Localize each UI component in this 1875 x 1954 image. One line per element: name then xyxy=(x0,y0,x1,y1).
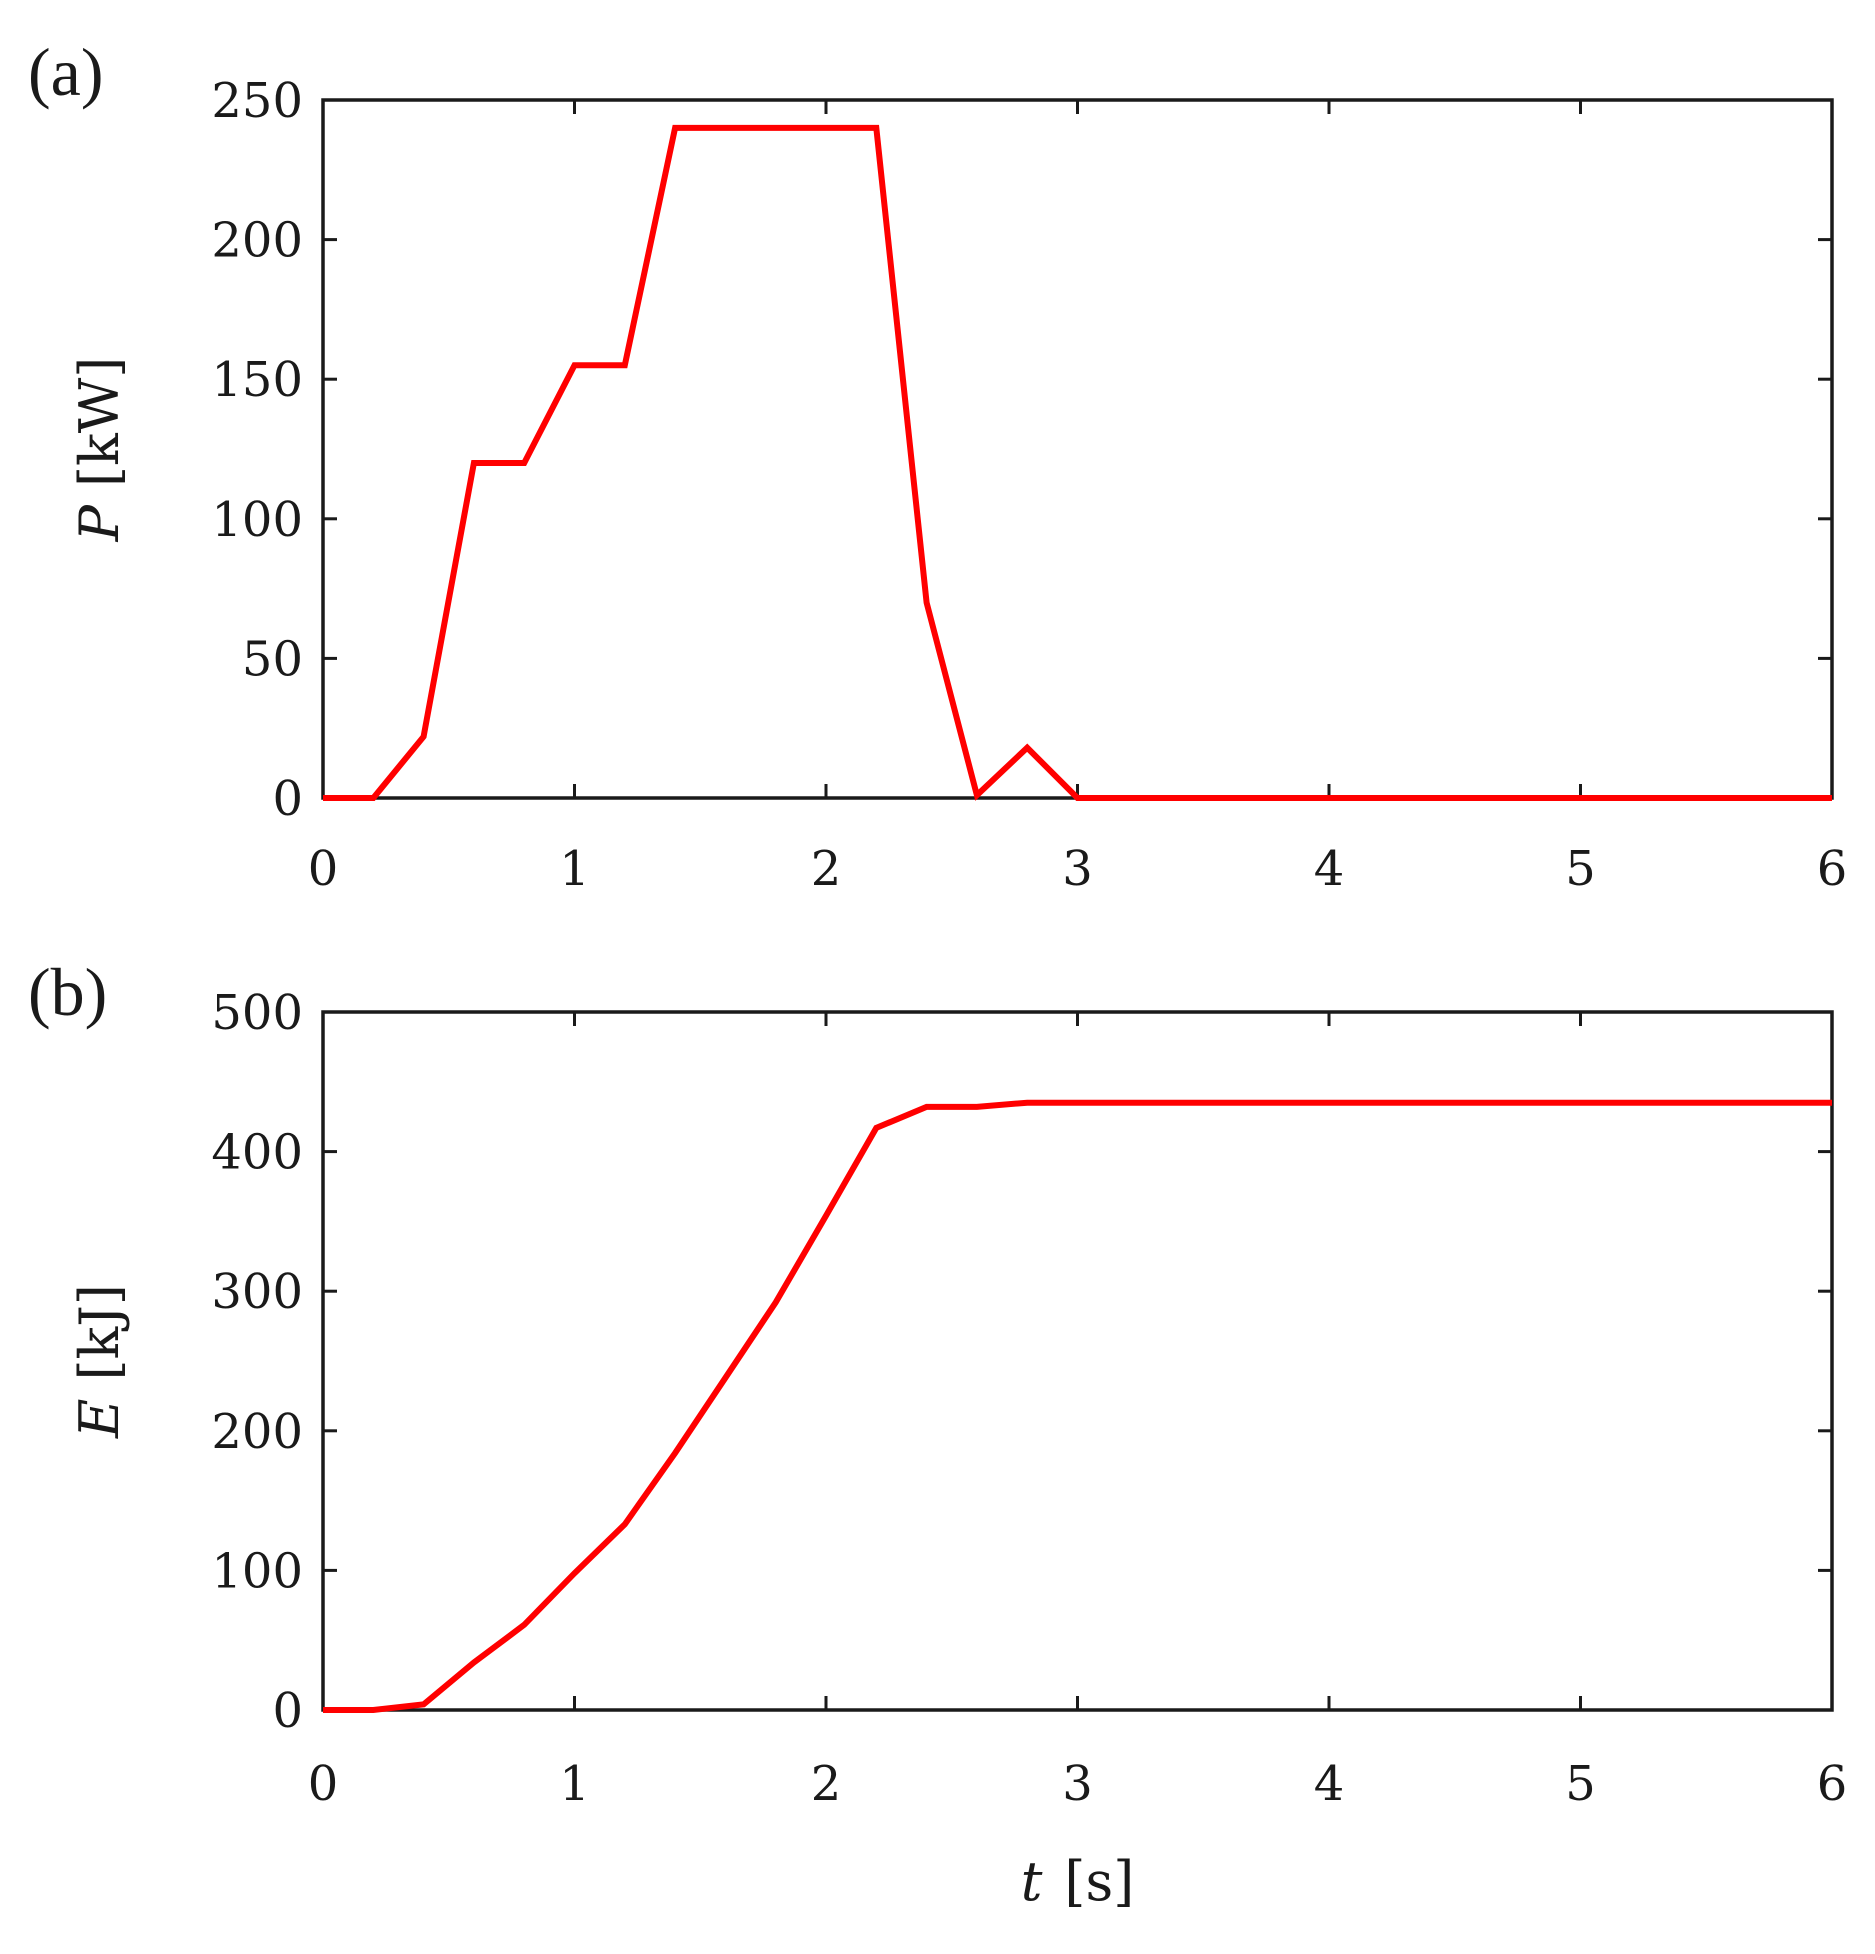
y-tick-label: 300 xyxy=(211,1264,303,1320)
x-tick-label: 4 xyxy=(1314,841,1345,897)
x-tick-label: 5 xyxy=(1565,841,1596,897)
panel-label: (a) xyxy=(28,34,103,110)
x-tick-label: 6 xyxy=(1817,1756,1848,1812)
y-axis-unit: [kJ] xyxy=(68,1284,131,1381)
x-tick-label: 1 xyxy=(559,1756,590,1812)
y-tick-label: 0 xyxy=(272,1683,303,1739)
y-axis-unit: [kW] xyxy=(68,357,131,487)
panel-label: (b) xyxy=(28,954,107,1030)
x-tick-label: 5 xyxy=(1565,1756,1596,1812)
y-axis-label: P [kW] xyxy=(68,357,131,543)
x-tick-label: 0 xyxy=(308,1756,339,1812)
y-axis-label: E [kJ] xyxy=(68,1284,131,1439)
x-tick-label: 2 xyxy=(811,1756,842,1812)
y-tick-label: 400 xyxy=(211,1125,303,1181)
x-axis-label: t [s] xyxy=(1021,1850,1135,1913)
axes-frame xyxy=(321,98,1834,800)
x-tick-label: 3 xyxy=(1062,1756,1093,1812)
series-line xyxy=(323,124,1832,801)
y-tick-label: 150 xyxy=(211,352,303,408)
x-tick-label: 2 xyxy=(811,841,842,897)
y-tick-label: 0 xyxy=(272,771,303,827)
y-axis-symbol: P xyxy=(68,503,131,542)
y-tick-label: 250 xyxy=(211,73,303,129)
y-tick-label: 100 xyxy=(211,1543,303,1599)
y-tick-label: 50 xyxy=(242,631,303,687)
x-tick-label: 1 xyxy=(559,841,590,897)
y-tick-label: 200 xyxy=(211,1404,303,1460)
y-axis-symbol: E xyxy=(68,1399,131,1439)
panel-a-power: 0 1 2 3 4 5 6 0 50 100 150 200 250 (a) P [kW] xyxy=(28,34,1847,897)
x-tick-label: 3 xyxy=(1062,841,1093,897)
x-tick-label: 6 xyxy=(1817,841,1848,897)
x-tick-label: 4 xyxy=(1314,1756,1345,1812)
y-tick-label: 500 xyxy=(211,985,303,1041)
axes-frame xyxy=(321,1010,1834,1712)
y-tick-label: 200 xyxy=(211,213,303,269)
panel-b-energy: 0 1 2 3 4 5 6 0 100 200 300 400 500 (b) E [kJ] t [s] xyxy=(28,954,1847,1913)
series-line xyxy=(323,1099,1832,1713)
x-tick-label: 0 xyxy=(308,841,339,897)
x-axis-symbol: t xyxy=(1021,1850,1043,1913)
y-tick-label: 100 xyxy=(211,492,303,548)
x-axis-unit: [s] xyxy=(1064,1850,1134,1913)
